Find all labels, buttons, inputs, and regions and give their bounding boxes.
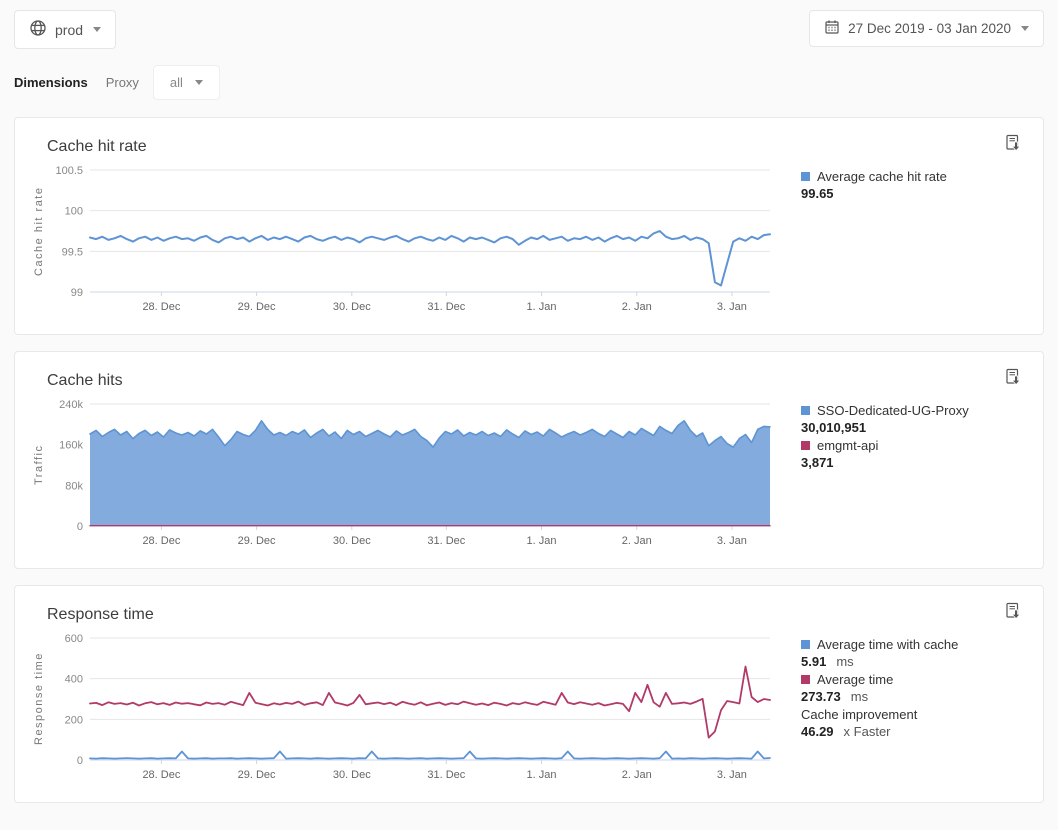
legend-label: emgmt-api [817, 437, 878, 454]
svg-text:3. Jan: 3. Jan [717, 301, 747, 313]
svg-text:1. Jan: 1. Jan [527, 769, 557, 781]
download-report-button[interactable] [1002, 600, 1025, 628]
chevron-down-icon [93, 27, 101, 32]
legend-value: 30,010,951 [801, 419, 1025, 436]
legend-item[interactable]: Average cache hit rate [801, 168, 1025, 185]
svg-text:160k: 160k [59, 440, 83, 452]
cache-hits-chart[interactable]: 240k 160k 80k 0 28. Dec 29. Dec 30. Dec 31. Dec… [53, 400, 773, 552]
svg-text:2. Jan: 2. Jan [622, 535, 652, 547]
chart-title: Cache hits [33, 366, 123, 390]
svg-text:100: 100 [65, 206, 83, 218]
svg-text:0: 0 [77, 755, 83, 767]
svg-text:28. Dec: 28. Dec [142, 535, 180, 547]
svg-text:80k: 80k [65, 480, 83, 492]
legend-swatch [801, 675, 810, 684]
legend-item: Cache improvement [801, 706, 1025, 723]
svg-text:31. Dec: 31. Dec [427, 769, 465, 781]
y-axis-title: Response time [33, 634, 53, 764]
svg-text:2. Jan: 2. Jan [622, 769, 652, 781]
svg-text:99: 99 [71, 287, 83, 299]
chart-title: Cache hit rate [33, 132, 147, 156]
svg-text:30. Dec: 30. Dec [333, 769, 371, 781]
download-report-button[interactable] [1002, 132, 1025, 160]
legend-value: 99.65 [801, 185, 1025, 202]
legend-value: 5.91ms [801, 653, 1025, 670]
legend-item[interactable]: Average time with cache [801, 636, 1025, 653]
svg-text:3. Jan: 3. Jan [717, 769, 747, 781]
svg-text:99.5: 99.5 [62, 246, 83, 258]
legend-value: 3,871 [801, 454, 1025, 471]
download-report-button[interactable] [1002, 366, 1025, 394]
chevron-down-icon [195, 80, 203, 85]
y-axis-title: Cache hit rate [33, 166, 53, 296]
legend-swatch [801, 172, 810, 181]
legend-label: Average cache hit rate [817, 168, 947, 185]
svg-text:30. Dec: 30. Dec [333, 301, 371, 313]
legend-value: 273.73ms [801, 688, 1025, 705]
chart-legend: Average time with cache5.91msAverage tim… [773, 634, 1025, 786]
svg-text:29. Dec: 29. Dec [238, 535, 276, 547]
svg-text:28. Dec: 28. Dec [142, 769, 180, 781]
svg-text:240k: 240k [59, 400, 83, 411]
card-cache-hits: Cache hits Traffic 240k 160k 80k 0 28. Dec 29… [14, 351, 1044, 569]
legend-swatch [801, 441, 810, 450]
svg-text:28. Dec: 28. Dec [142, 301, 180, 313]
dimensions-label: Dimensions [14, 75, 88, 90]
y-axis-title: Traffic [33, 400, 53, 530]
top-bar: prod 27 Dec 2019 - 03 Jan 2020 [14, 10, 1044, 49]
legend-item[interactable]: SSO-Dedicated-UG-Proxy [801, 402, 1025, 419]
legend-label: Average time [817, 671, 893, 688]
environment-label: prod [55, 22, 83, 38]
proxy-filter-value: all [170, 75, 183, 90]
legend-label: Average time with cache [817, 636, 958, 653]
svg-text:3. Jan: 3. Jan [717, 535, 747, 547]
environment-selector[interactable]: prod [14, 10, 116, 49]
svg-text:600: 600 [65, 634, 83, 645]
chart-legend: Average cache hit rate99.65 [773, 166, 1025, 318]
svg-text:0: 0 [77, 521, 83, 533]
filters-row: Dimensions Proxy all [14, 63, 1044, 101]
globe-icon [29, 19, 47, 40]
card-response-time: Response time Response time 600 400 200 0 28… [14, 585, 1044, 803]
calendar-icon [824, 19, 840, 38]
cache-hit-rate-chart[interactable]: 100.5 100 99.5 99 28. Dec 29. Dec 30. Dec 31. D… [53, 166, 773, 318]
svg-text:29. Dec: 29. Dec [238, 301, 276, 313]
legend-label: SSO-Dedicated-UG-Proxy [817, 402, 969, 419]
proxy-filter-dropdown[interactable]: all [153, 65, 220, 100]
legend-swatch [801, 406, 810, 415]
svg-text:31. Dec: 31. Dec [427, 535, 465, 547]
svg-text:29. Dec: 29. Dec [238, 769, 276, 781]
svg-text:31. Dec: 31. Dec [427, 301, 465, 313]
legend-item[interactable]: Average time [801, 671, 1025, 688]
svg-text:30. Dec: 30. Dec [333, 535, 371, 547]
legend-swatch [801, 640, 810, 649]
legend-label: Cache improvement [801, 706, 917, 723]
svg-text:400: 400 [65, 674, 83, 686]
date-range-label: 27 Dec 2019 - 03 Jan 2020 [848, 21, 1011, 36]
chevron-down-icon [1021, 26, 1029, 31]
card-cache-hit-rate: Cache hit rate Cache hit rate 100.5 100 99… [14, 117, 1044, 335]
legend-value: 46.29x Faster [801, 723, 1025, 740]
svg-text:1. Jan: 1. Jan [527, 301, 557, 313]
dashboard-page: prod 27 Dec 2019 - 03 Jan 2020 Dimension… [0, 0, 1058, 803]
svg-text:2. Jan: 2. Jan [622, 301, 652, 313]
legend-item[interactable]: emgmt-api [801, 437, 1025, 454]
date-range-picker[interactable]: 27 Dec 2019 - 03 Jan 2020 [809, 10, 1044, 47]
svg-text:100.5: 100.5 [55, 166, 83, 177]
svg-text:200: 200 [65, 714, 83, 726]
dimension-name-proxy: Proxy [106, 75, 139, 90]
response-time-chart[interactable]: 600 400 200 0 28. Dec 29. Dec 30. Dec 31. Dec 1.… [53, 634, 773, 786]
svg-text:1. Jan: 1. Jan [527, 535, 557, 547]
chart-title: Response time [33, 600, 154, 624]
chart-legend: SSO-Dedicated-UG-Proxy30,010,951emgmt-ap… [773, 400, 1025, 552]
